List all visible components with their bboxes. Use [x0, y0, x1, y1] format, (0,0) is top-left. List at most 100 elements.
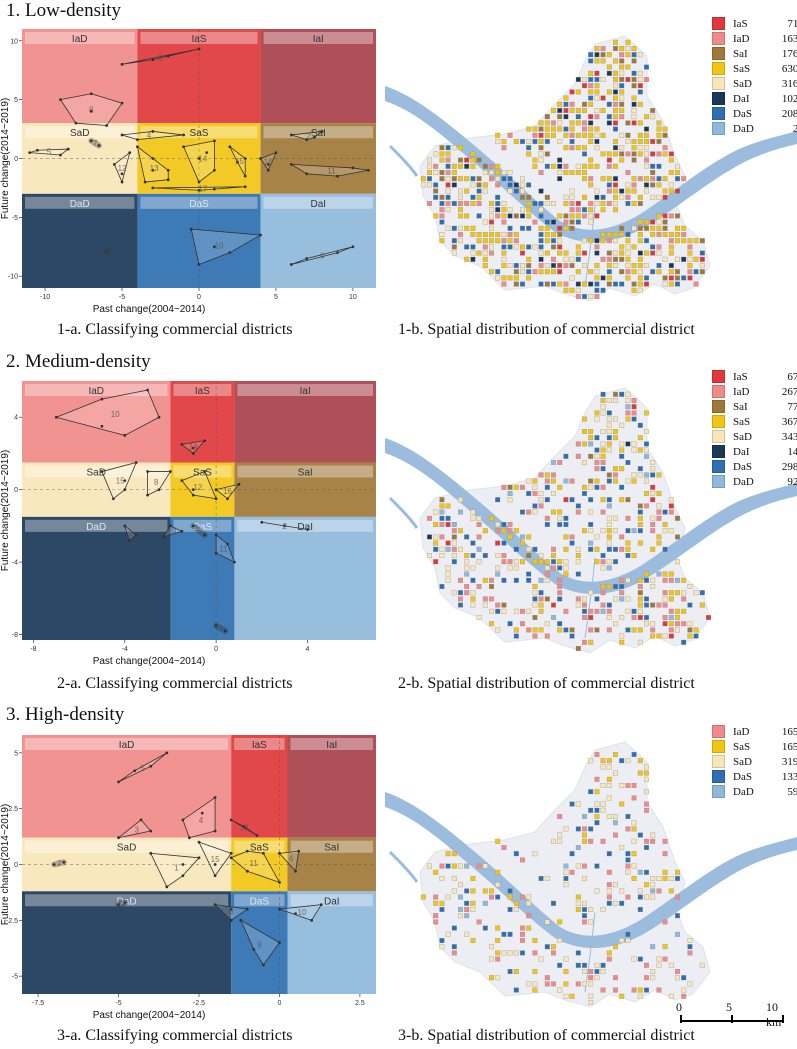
- district-cell: [588, 83, 594, 89]
- district-cell: [656, 232, 662, 237]
- district-cell: [675, 869, 680, 875]
- district-cell: [644, 250, 649, 256]
- district-cell: [544, 132, 550, 138]
- legend-count: 2 cell: [792, 122, 797, 135]
- district-cell: [637, 956, 643, 962]
- district-cell: [582, 832, 587, 838]
- district-cell: [544, 522, 550, 527]
- district-cell: [693, 269, 699, 275]
- zone-label-band: [234, 840, 285, 853]
- district-cell: [662, 838, 668, 844]
- district-cell: [668, 170, 674, 175]
- district-cell: [420, 176, 426, 182]
- district-cell: [600, 484, 606, 490]
- cluster-hull: [260, 152, 277, 171]
- district-cell: [650, 838, 656, 844]
- district-cell: [582, 250, 587, 256]
- y-tick-label: -8: [12, 632, 18, 639]
- district-cell: [482, 888, 488, 894]
- x-tick-label: 5: [274, 294, 278, 301]
- district-cell: [675, 894, 680, 900]
- district-cell: [495, 194, 501, 200]
- cluster-label: 6: [320, 252, 325, 261]
- district-cell: [445, 157, 451, 163]
- district-cell: [619, 269, 625, 275]
- cluster-label: 10: [111, 410, 120, 419]
- district-cell: [613, 466, 618, 472]
- district-cell: [619, 484, 625, 490]
- data-point: [123, 488, 127, 492]
- district-cell: [606, 882, 612, 888]
- district-cell: [631, 120, 637, 126]
- district-cell: [507, 931, 513, 937]
- y-axis-label: Future change(2014~2019): [0, 450, 11, 571]
- district-cell: [588, 540, 594, 546]
- legend-swatch: [712, 460, 725, 473]
- district-cell: [569, 287, 575, 293]
- data-point: [181, 818, 185, 822]
- district-cell: [650, 250, 656, 256]
- scale-tick-right: [782, 1015, 784, 1023]
- district-cell: [575, 294, 581, 299]
- zone-label-band: [25, 126, 135, 139]
- data-point: [266, 168, 270, 172]
- data-point: [212, 139, 216, 143]
- district-cell: [668, 182, 674, 188]
- data-point: [66, 147, 70, 151]
- district-cell: [662, 281, 668, 287]
- district-cell: [544, 515, 550, 521]
- district-cell: [544, 263, 550, 268]
- district-cell: [464, 157, 470, 163]
- district-cell: [563, 201, 569, 206]
- district-cell: [600, 783, 606, 788]
- district-cell: [619, 590, 625, 596]
- district-cell: [613, 515, 618, 521]
- district-cell: [619, 52, 625, 58]
- district-cell: [544, 232, 550, 237]
- district-cell: [476, 182, 482, 188]
- data-point: [120, 172, 124, 176]
- district-cell: [439, 907, 445, 912]
- district-cell: [470, 938, 476, 943]
- district-cell: [582, 900, 587, 906]
- district-cell: [662, 615, 668, 620]
- district-cell: [544, 876, 550, 881]
- legend-code: IaS: [733, 370, 748, 383]
- district-cell: [594, 139, 600, 144]
- x-axis-label: Past change(2004~2014): [93, 1010, 206, 1021]
- district-cell: [637, 120, 643, 126]
- district-cell: [557, 962, 563, 968]
- district-cell: [563, 969, 569, 974]
- legend-swatch: [712, 725, 725, 738]
- district-cell: [569, 145, 575, 151]
- data-point: [197, 188, 201, 192]
- district-cell: [551, 120, 556, 126]
- data-point: [226, 497, 229, 501]
- district-cell: [668, 962, 674, 968]
- district-cell: [613, 151, 618, 157]
- district-cell: [656, 956, 662, 962]
- district-cell: [668, 269, 674, 275]
- district-cell: [538, 139, 544, 144]
- zone-label-band: [25, 32, 135, 44]
- district-cell: [501, 207, 507, 213]
- district-cell: [495, 275, 501, 281]
- district-cell: [625, 275, 631, 281]
- district-cell: [569, 89, 575, 95]
- district-cell: [681, 176, 687, 182]
- district-cell: [656, 139, 662, 144]
- district-cell: [439, 876, 445, 881]
- district-cell: [563, 882, 569, 888]
- district-cell: [644, 621, 649, 627]
- district-cell: [482, 250, 488, 256]
- district-cell: [482, 188, 488, 194]
- district-cell: [619, 391, 625, 397]
- district-cell: [631, 416, 637, 422]
- district-cell: [588, 919, 594, 925]
- district-cell: [662, 232, 668, 237]
- district-cell: [637, 608, 643, 614]
- district-cell: [625, 627, 631, 633]
- district-cell: [619, 441, 625, 447]
